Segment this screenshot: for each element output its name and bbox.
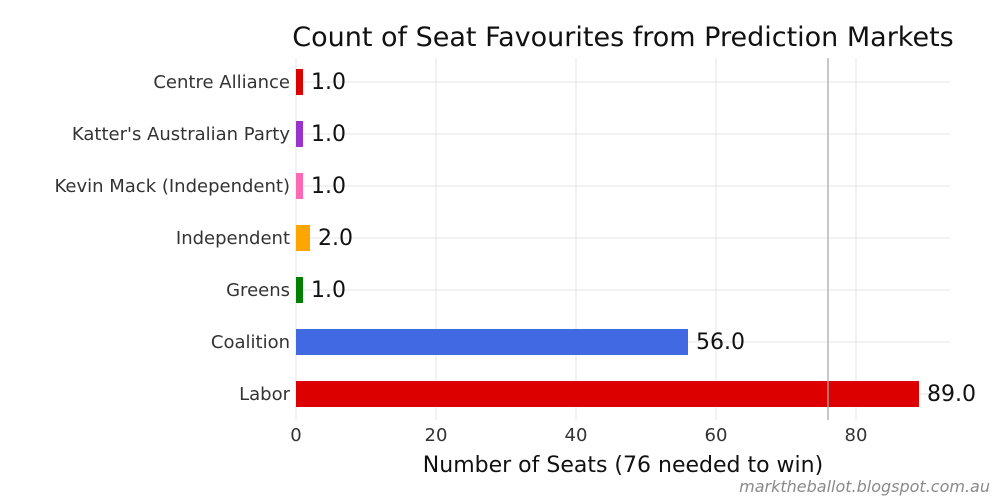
bar bbox=[296, 381, 919, 407]
bar bbox=[296, 225, 310, 251]
category-label: Kevin Mack (Independent) bbox=[54, 176, 290, 197]
data-label: 2.0 bbox=[318, 226, 353, 251]
bar bbox=[296, 121, 303, 147]
category-labels: Centre Alliance Katter's Australian Party… bbox=[54, 72, 290, 405]
data-label: 1.0 bbox=[311, 278, 346, 303]
data-label: 1.0 bbox=[311, 70, 346, 95]
category-label: Coalition bbox=[211, 332, 290, 353]
x-tick-labels: 0 20 40 60 80 bbox=[290, 425, 867, 446]
bar bbox=[296, 69, 303, 95]
data-label: 1.0 bbox=[311, 122, 346, 147]
x-tick-label: 60 bbox=[705, 425, 728, 446]
x-tick-label: 0 bbox=[290, 425, 301, 446]
x-axis-label: Number of Seats (76 needed to win) bbox=[423, 453, 823, 478]
category-label: Independent bbox=[176, 228, 290, 249]
bar bbox=[296, 173, 303, 199]
category-label: Labor bbox=[239, 384, 290, 405]
category-label: Katter's Australian Party bbox=[72, 124, 290, 145]
chart-title: Count of Seat Favourites from Prediction… bbox=[292, 22, 954, 53]
category-label: Centre Alliance bbox=[153, 72, 290, 93]
data-labels: 1.0 1.0 1.0 2.0 1.0 56.0 89.0 bbox=[311, 70, 976, 407]
bars-layer bbox=[296, 69, 919, 407]
credit-text: marktheballot.blogspot.com.au bbox=[739, 477, 990, 496]
data-label: 1.0 bbox=[311, 174, 346, 199]
x-tick-label: 20 bbox=[425, 425, 448, 446]
grid-layer bbox=[295, 58, 950, 420]
data-label: 56.0 bbox=[696, 330, 745, 355]
x-tick-label: 80 bbox=[845, 425, 868, 446]
data-label: 89.0 bbox=[927, 382, 976, 407]
category-label: Greens bbox=[226, 280, 290, 301]
bar bbox=[296, 277, 303, 303]
bar bbox=[296, 329, 688, 355]
x-tick-label: 40 bbox=[565, 425, 588, 446]
